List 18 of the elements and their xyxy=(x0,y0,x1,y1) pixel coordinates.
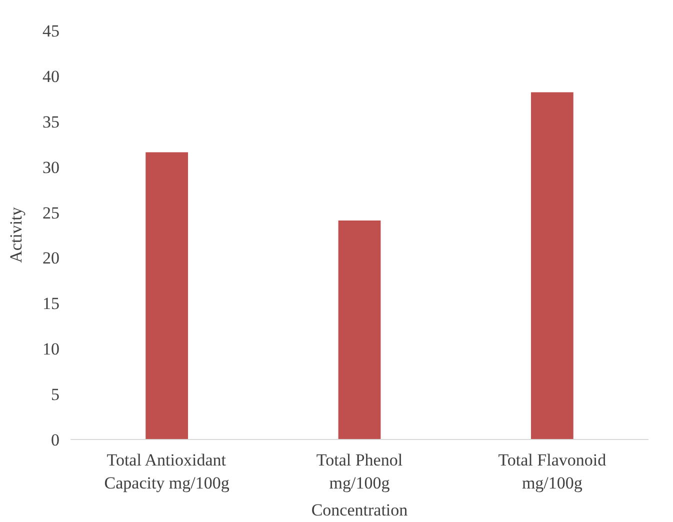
bar xyxy=(146,152,188,440)
y-tick-label: 25 xyxy=(42,203,60,222)
y-tick-label: 5 xyxy=(51,385,60,404)
y-tick-label: 15 xyxy=(42,294,60,314)
y-tick-label: 0 xyxy=(51,430,60,450)
y-tick-label: 35 xyxy=(42,112,60,132)
bar xyxy=(530,92,574,440)
y-tick-label: 45 xyxy=(42,22,60,40)
x-tick-label: Total Antioxidant Capacity mg/100g xyxy=(104,450,230,492)
y-tick-label: 10 xyxy=(42,340,60,359)
x-axis-title: Concentration xyxy=(311,500,408,520)
y-tick-label: 20 xyxy=(42,248,60,268)
y-tick-label: 40 xyxy=(42,66,60,86)
x-tick-label: Total Flavonoid mg/100g xyxy=(498,450,607,492)
x-tick-label: Total Phenol mg/100g xyxy=(316,450,403,492)
bar xyxy=(338,220,381,440)
y-axis-title: Activity xyxy=(6,206,26,263)
y-tick-label: 30 xyxy=(42,158,60,177)
